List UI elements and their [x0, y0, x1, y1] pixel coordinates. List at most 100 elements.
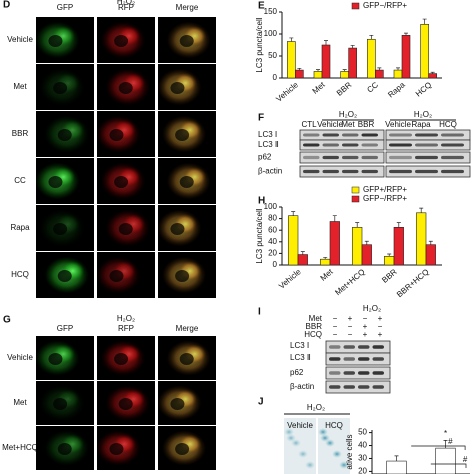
panel-label: F: [258, 113, 264, 124]
error-bar: [332, 215, 337, 222]
blot-band: [303, 143, 320, 147]
row-label: Rapa: [10, 223, 30, 232]
blot-band: [343, 357, 355, 361]
blot-band: [441, 155, 464, 160]
x-tick-label: Met: [319, 267, 336, 283]
nucleus: [118, 223, 133, 235]
lane-label: BBR: [358, 120, 375, 129]
error-bar: [300, 251, 305, 255]
significance-bracket: [411, 445, 466, 450]
blot-band: [343, 385, 355, 389]
stain-spot: [298, 450, 308, 458]
stain-spot: [286, 434, 296, 442]
error-bar: [364, 240, 369, 245]
y-tick-label: 80: [268, 214, 277, 223]
blot-band: [342, 133, 359, 137]
bar: [313, 71, 323, 79]
column-header: Merge: [176, 324, 199, 333]
y-axis-label: ative cells: [345, 434, 354, 469]
nucleus: [170, 398, 185, 410]
blot-band: [372, 357, 384, 361]
blot-band: [361, 143, 378, 147]
blot-band: [415, 133, 438, 137]
treatment-sign: +: [378, 314, 383, 323]
blot-band: [389, 155, 412, 160]
error-bar: [428, 240, 433, 245]
bar: [393, 69, 403, 79]
blot-band: [372, 345, 384, 349]
blot-band: [329, 371, 341, 375]
treatment-sign: −: [363, 314, 368, 323]
treatment-sign: −: [333, 322, 338, 331]
y-tick-label: 40: [358, 441, 367, 450]
row-label: Met: [13, 82, 27, 91]
column-header: GFP: [57, 324, 73, 333]
bar: [288, 215, 299, 266]
legend-label: GFP−/RFP+: [363, 1, 407, 10]
treatment-sign: −: [333, 314, 338, 323]
lane-label: Rapa: [411, 120, 431, 129]
blot-band: [303, 133, 320, 137]
treatment-sign: −: [378, 322, 383, 331]
bar: [386, 460, 407, 474]
bar: [295, 69, 304, 79]
y-tick-label: 0: [273, 260, 278, 269]
bar: [352, 227, 363, 266]
row-label: HCQ: [11, 270, 29, 279]
row-label: BBR: [12, 129, 29, 138]
error-bar: [297, 67, 302, 71]
panel-label: E: [258, 1, 265, 12]
blot-band: [361, 133, 378, 137]
blot-band: [441, 133, 464, 137]
bar: [329, 221, 340, 266]
blot-band: [361, 169, 378, 174]
column-header: RFP: [118, 3, 134, 12]
bar: [361, 244, 372, 266]
row-label: LC3 Ⅰ: [258, 130, 277, 139]
nucleus: [170, 82, 185, 94]
nucleus: [48, 35, 63, 47]
bar: [367, 38, 376, 79]
error-bar: [430, 71, 435, 74]
blot-band: [372, 385, 384, 389]
row-label: β-actin: [290, 382, 314, 391]
y-tick-label: 40: [268, 237, 277, 246]
blot-band: [415, 155, 438, 160]
bar: [384, 255, 395, 266]
nucleus: [114, 353, 129, 365]
blot-band: [441, 143, 464, 147]
y-axis-label: LC3 puncta/cell: [255, 208, 264, 263]
significance-bracket: [430, 463, 467, 468]
column-header: RFP: [118, 324, 134, 333]
bar: [340, 71, 349, 79]
bar: [321, 44, 331, 79]
row-label: p62: [258, 153, 272, 162]
nucleus: [109, 270, 124, 282]
nucleus: [48, 353, 63, 365]
blot-band: [342, 143, 359, 147]
nucleus: [53, 82, 68, 94]
error-bar: [342, 69, 347, 72]
y-tick-label: 100: [264, 29, 278, 38]
bar: [287, 41, 296, 79]
bar: [425, 244, 436, 266]
error-bar: [350, 45, 355, 49]
lane-label: Vehicle: [385, 120, 411, 129]
blot-band: [329, 345, 341, 349]
lane-label: Vehicle: [317, 120, 343, 129]
error-bar: [355, 222, 360, 228]
nucleus: [53, 223, 68, 235]
nucleus: [175, 443, 190, 455]
x-tick-label: BBR: [380, 267, 399, 285]
bar: [375, 69, 384, 79]
nucleus: [179, 353, 194, 365]
error-bar: [323, 257, 328, 260]
error-bar: [289, 37, 294, 42]
stain-spot: [305, 461, 315, 469]
bar: [416, 212, 427, 266]
panel-title: H₂O₂: [363, 304, 381, 313]
nucleus: [118, 398, 133, 410]
bar: [401, 35, 411, 79]
error-bar: [396, 67, 400, 71]
image-label: Vehicle: [287, 421, 313, 430]
